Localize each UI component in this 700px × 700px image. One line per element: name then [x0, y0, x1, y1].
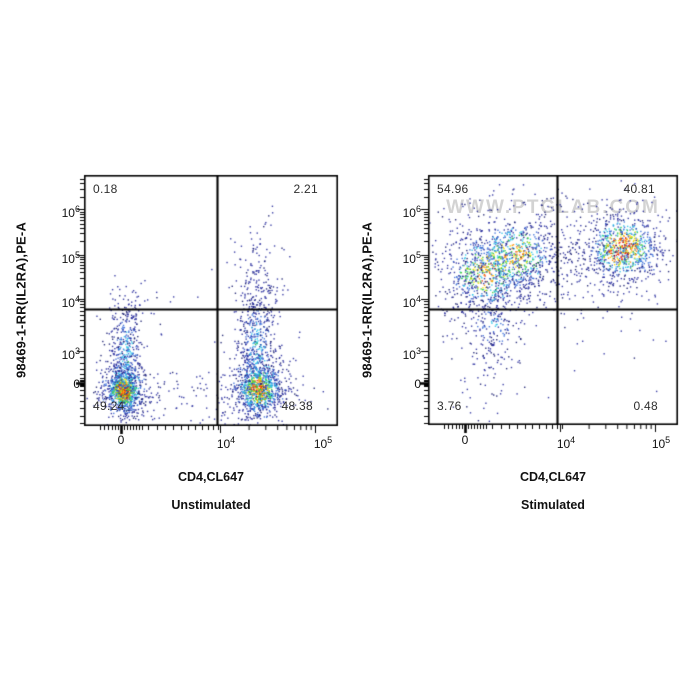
tick-exponent: 6: [415, 204, 421, 214]
tick-exponent: 3: [74, 346, 80, 356]
tick-exponent: 5: [665, 435, 671, 445]
y-tick-label: 103: [61, 346, 80, 362]
tick-exponent: 5: [415, 250, 421, 260]
y-tick-label: 105: [61, 250, 80, 266]
x-tick-label: 105: [313, 435, 333, 451]
y-axis-label: 98469-1-RR(IL2RA),PE-A: [359, 221, 375, 379]
y-tick-label: 106: [402, 204, 421, 220]
x-tick-label: 0: [117, 433, 125, 447]
x-tick-label: 105: [651, 435, 671, 451]
quadrant-stat-lower-right: 48.38: [281, 399, 313, 413]
y-tick-label: 104: [402, 294, 421, 310]
scatter-plot-canvas: [408, 167, 686, 441]
x-tick-label: 0: [461, 433, 469, 447]
panel-title: Unstimulated: [171, 498, 251, 512]
quadrant-stat-lower-right: 0.48: [633, 399, 658, 413]
quadrant-stat-upper-left: 0.18: [93, 182, 118, 196]
y-tick-label: 0: [414, 377, 421, 391]
tick-exponent: 6: [74, 204, 80, 214]
tick-exponent: 5: [327, 435, 333, 445]
x-tick-label: 104: [556, 435, 576, 451]
panel-title: Stimulated: [521, 498, 585, 512]
quadrant-stat-upper-right: 40.81: [623, 182, 655, 196]
quadrant-stat-upper-right: 2.21: [293, 182, 318, 196]
quadrant-stat-lower-left: 3.76: [437, 399, 462, 413]
y-tick-label: 105: [402, 250, 421, 266]
x-axis-label: CD4,CL647: [178, 470, 244, 484]
y-tick-label: 0: [73, 377, 80, 391]
tick-exponent: 4: [230, 435, 236, 445]
tick-exponent: 4: [74, 294, 80, 304]
tick-exponent: 4: [570, 435, 576, 445]
x-tick-label: 104: [216, 435, 236, 451]
scatter-plot-canvas: [64, 167, 346, 442]
x-axis-label: CD4,CL647: [520, 470, 586, 484]
quadrant-stat-lower-left: 49.24: [93, 399, 125, 413]
y-axis-label: 98469-1-RR(IL2RA),PE-A: [13, 221, 29, 379]
y-tick-label: 106: [61, 204, 80, 220]
tick-exponent: 5: [74, 250, 80, 260]
y-tick-label: 103: [402, 346, 421, 362]
tick-exponent: 4: [415, 294, 421, 304]
y-tick-label: 104: [61, 294, 80, 310]
tick-exponent: 3: [415, 346, 421, 356]
quadrant-stat-upper-left: 54.96: [437, 182, 469, 196]
